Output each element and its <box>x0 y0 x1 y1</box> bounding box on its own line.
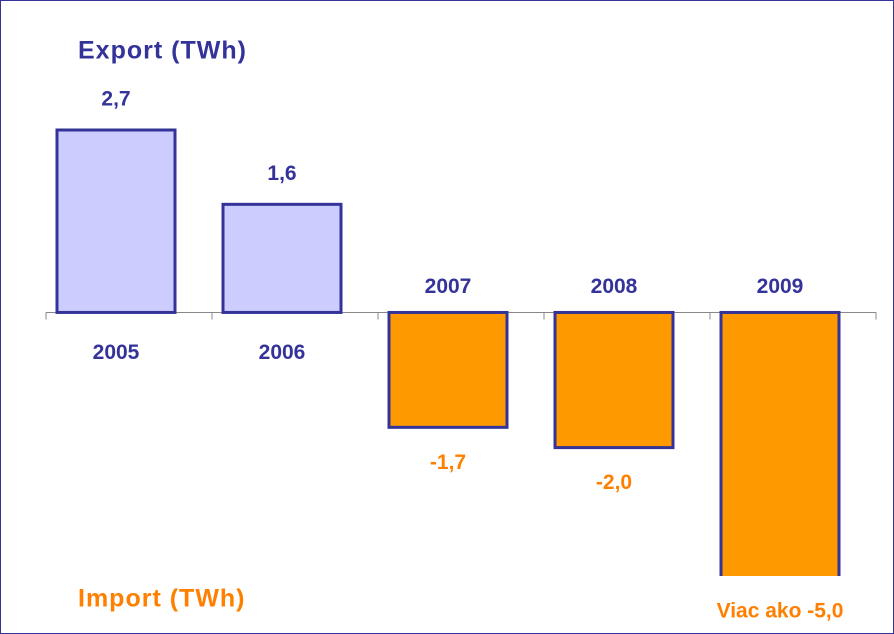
x-tick-label: 2007 <box>425 275 472 298</box>
bar <box>553 310 675 450</box>
x-tick-label: 2008 <box>591 275 638 298</box>
x-tick-label: 2009 <box>757 275 804 298</box>
bar <box>719 310 841 576</box>
bar <box>387 310 509 429</box>
value-label: 1,6 <box>267 162 296 185</box>
chart-subtitle: Import (TWh) <box>78 585 246 613</box>
chart-title: Export (TWh) <box>78 37 247 65</box>
value-label: Viac ako -5,0 <box>717 600 844 623</box>
value-label: -1,7 <box>430 451 466 474</box>
value-label: -2,0 <box>596 471 632 494</box>
value-label: 2,7 <box>101 88 130 111</box>
bar <box>55 128 177 314</box>
bar <box>221 202 343 314</box>
x-tick-label: 2006 <box>259 341 306 364</box>
x-tick-label: 2005 <box>93 341 140 364</box>
